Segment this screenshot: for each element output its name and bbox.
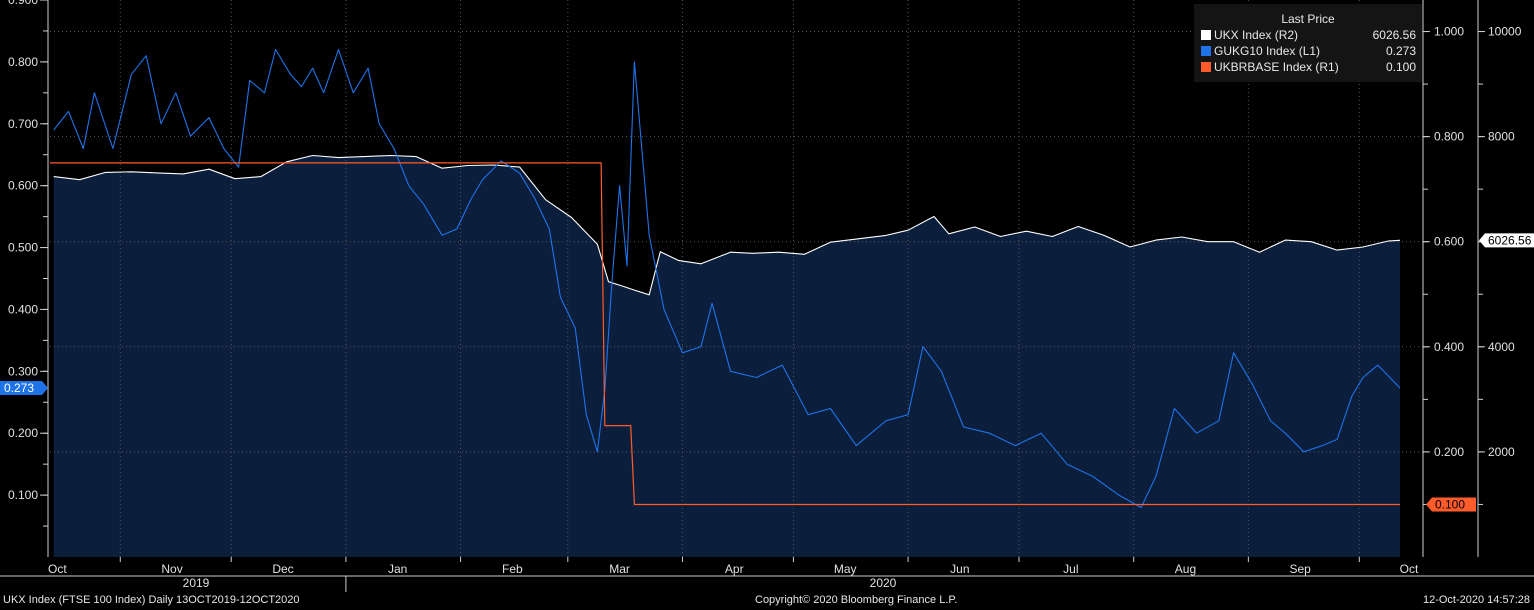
series-line-ukbrbase-index-r1 [50,162,1400,506]
left-tick-label: 0.300 [8,364,38,378]
x-tick-label: Mar [609,562,630,576]
year-label-2020: 2020 [870,576,897,590]
last-value-tag-r2-shape [1479,233,1534,248]
x-tick-label: Sep [1289,562,1311,576]
left-tick-label: 0.700 [8,117,38,131]
series-line-ukx-index-r2 [53,154,1401,296]
year-label-2019: 2019 [183,576,210,590]
left-tick-label: 0.100 [8,488,38,502]
legend-entry-ukbrbase: UKBRBASE Index (R1) 0.100 [1201,60,1416,75]
x-tick-label: Oct [1400,562,1419,576]
last-value-tag-r2-text: 6026.56 [1488,233,1532,247]
left-tick-label: 0.900 [8,0,38,7]
x-tick-label: Apr [725,562,744,576]
x-tick-label: Jan [388,562,407,576]
left-tick-label: 0.200 [8,426,38,440]
x-tick-label: May [834,562,857,576]
legend-header: Last Price [1281,12,1335,26]
last-value-tag-r1-text: 0.100 [1435,497,1465,511]
legend-entry-ukx: UKX Index (R2) 6026.56 [1201,28,1416,43]
legend: Last Price UKX Index (R2) 6026.56 GUKG10… [1194,4,1422,82]
legend-swatch-gukg10 [1201,46,1211,56]
last-value-tag-r1-shape [1426,497,1476,512]
last-value-tag-left-shape [0,381,48,396]
legend-value-gukg10: 0.273 [1385,44,1416,58]
x-tick-label: Oct [48,562,67,576]
axes-layer: 0.100 0.200 0.300 0.400 0.500 0.600 0.700 0.800… [0,0,1534,592]
plot-area [50,0,1424,557]
last-value-tag-r1: 0.100 [1426,497,1476,512]
right2-tick-label: 2000 [1488,445,1515,459]
right1-tick-label: 0.800 [1434,130,1464,144]
left-tick-label: 0.400 [8,302,38,316]
right1-tick-label: 0.200 [1434,445,1464,459]
legend-name-ukx: UKX Index (R2) [1214,28,1299,42]
x-tick-label: Jun [950,562,969,576]
x-tick-label: Feb [502,562,523,576]
left-tick-label: 0.800 [8,55,38,69]
x-tick-label: Nov [161,562,182,576]
last-value-tag-left-text: 0.273 [4,381,34,395]
last-value-tag-left: 0.273 [0,381,48,396]
right1-tick-label: 0.400 [1434,340,1464,354]
right1-tick-label: 0.600 [1434,235,1464,249]
right1-tick-label: 1.000 [1434,25,1464,39]
right2-tick-label: 4000 [1488,340,1515,354]
legend-value-ukx: 6026.56 [1372,28,1416,42]
legend-swatch-ukbrbase [1201,62,1211,72]
left-tick-label: 0.500 [8,241,38,255]
x-tick-label: Aug [1175,562,1196,576]
right2-tick-label: 10000 [1488,25,1522,39]
legend-swatch-ukx [1201,30,1211,40]
legend-value-ukbrbase: 0.100 [1385,60,1416,74]
series-line-gukg10-index-l1 [53,48,1401,509]
left-tick-label: 0.600 [8,179,38,193]
grid [50,0,1424,557]
footer-timestamp: 12-Oct-2020 14:57:28 [1422,594,1530,606]
right2-tick-label: 8000 [1488,130,1515,144]
last-value-tag-r2: 6026.56 [1479,233,1534,248]
x-tick-label: Dec [272,562,293,576]
footer-security-info: UKX Index (FTSE 100 Index) Daily 13OCT20… [3,594,300,606]
legend-entry-gukg10: GUKG10 Index (L1) 0.273 [1201,44,1416,59]
legend-name-ukbrbase: UKBRBASE Index (R1) [1214,60,1339,74]
legend-name-gukg10: GUKG10 Index (L1) [1214,44,1321,58]
footer-copyright: Copyright© 2020 Bloomberg Finance L.P. [755,594,958,606]
x-tick-label: Jul [1063,562,1078,576]
